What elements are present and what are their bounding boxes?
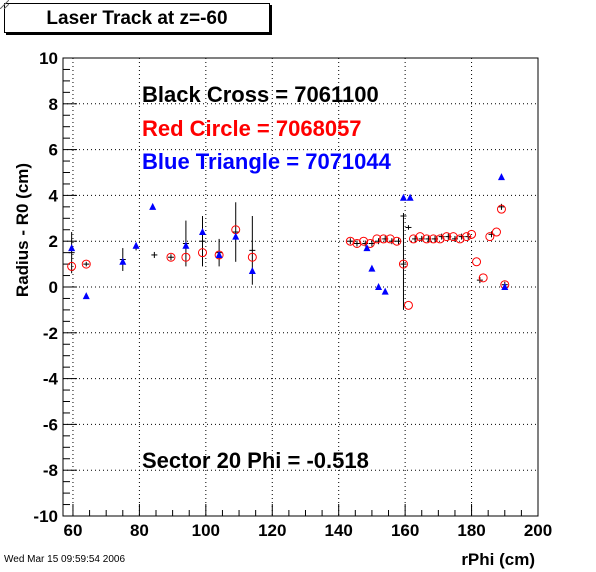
timestamp: Wed Mar 15 09:59:54 2006 [4,554,126,565]
red-circle-point [247,252,257,262]
red-circle-point [345,236,355,246]
red-circle-point [365,238,375,248]
blue-triangle-point [363,244,371,252]
red-circle-point [462,232,472,242]
red-circle-point [352,238,362,248]
blue-triangle-point [199,228,207,236]
y-tick-label: 2 [49,232,58,251]
y-tick-label: 6 [49,141,58,160]
blue-triangle-point [215,250,223,258]
y-tick-label: -4 [43,370,59,389]
x-tick-label: 160 [391,521,419,540]
blue-triangle-point [375,283,383,290]
x-axis-label: rPhi (cm) [461,550,535,569]
black-cross-point [400,218,407,310]
red-circle-point [428,234,438,244]
red-circle-point [496,204,506,214]
blue-triangle-point [248,266,256,274]
x-tick-label: 100 [192,521,220,540]
x-tick-label: 80 [130,521,149,540]
red-circle-point [403,300,413,310]
annotation-sector: Sector 20 Phi = -0.518 [142,448,369,473]
black-cross-point [151,251,158,258]
red-circle-point [491,227,501,237]
red-circle-point [392,236,402,246]
blue-triangle-point [149,202,157,210]
red-circle-point [435,234,445,244]
black-cross-point [405,225,412,230]
red-circle-point [181,252,191,262]
red-circle-point [359,236,369,246]
red-circle-point [398,259,408,269]
y-tick-label: -6 [43,415,58,434]
resize-corner-icon [0,0,9,9]
annotation-blue-triangle: Blue Triangle = 7071044 [142,149,392,174]
blue-triangle-point [68,244,76,252]
x-tick-label: 200 [524,521,552,540]
x-tick-label: 140 [325,521,353,540]
chart-title-box: Laser Track at z=-60 [4,3,270,33]
red-circle-point [467,229,477,239]
annotation-black-cross: Black Cross = 7061100 [142,82,379,107]
red-circle-point [166,252,176,262]
y-tick-label: -8 [43,461,58,480]
red-circle-point [198,248,208,258]
red-circle-point [379,234,389,244]
red-circle-point [415,232,425,242]
y-tick-label: 0 [49,278,58,297]
y-tick-label: 10 [39,49,58,68]
data-points [67,173,510,310]
blue-triangle-point [497,173,505,181]
blue-triangle-point [119,257,127,265]
chart-title: Laser Track at z=-60 [46,8,228,29]
blue-triangle-point [368,264,376,272]
black-cross-point [199,216,206,267]
black-cross-point [83,261,90,267]
black-cross-point [347,238,354,245]
red-circle-point [472,257,482,267]
red-circle-point [455,234,465,244]
black-cross-point [68,232,75,274]
x-tick-label: 60 [64,521,83,540]
axis-ticks [63,57,539,517]
red-circle-point [478,273,488,283]
annotation-red-circle: Red Circle = 7068057 [142,116,362,141]
red-circle-point [372,234,382,244]
red-circle-point [67,261,77,271]
black-cross-point [249,216,256,285]
y-tick-label: -2 [43,324,58,343]
black-cross-point [232,202,239,262]
red-circle-point [442,232,452,242]
blue-triangle-point [399,193,407,201]
red-circle-point [81,259,91,269]
black-cross-point [353,240,360,247]
y-tick-label: 8 [49,95,58,114]
axis-tick-labels: 60 80 100 120 140 160 180 200 -10 -8 -6 -4 -2 0 2 4 6 8 10 [33,49,552,540]
y-axis-label: Radius - R0 (cm) [13,163,32,297]
red-circle-point [448,232,458,242]
black-cross-point [400,213,407,220]
red-circle-point [485,232,495,242]
blue-triangle-point [406,193,414,201]
x-tick-label: 120 [258,521,286,540]
red-circle-point [385,234,395,244]
blue-triangle-point [132,241,140,249]
y-tick-label: -10 [33,507,58,526]
blue-triangle-point [381,287,389,295]
red-circle-point [422,234,432,244]
blue-triangle-point [182,241,190,249]
x-tick-label: 180 [457,521,485,540]
black-cross-point [167,254,174,261]
blue-triangle-point [501,283,509,290]
blue-triangle-point [82,292,90,300]
blue-triangle-point [232,232,240,240]
y-tick-label: 4 [49,186,59,205]
red-circle-point [408,234,418,244]
